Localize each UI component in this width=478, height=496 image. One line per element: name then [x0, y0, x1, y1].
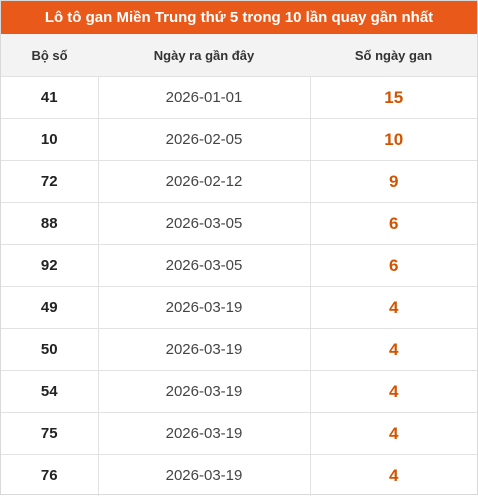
- table-row: 72 2026-02-12 9: [1, 161, 477, 203]
- table-header-row: Bộ số Ngày ra gần đây Số ngày gan: [1, 34, 477, 77]
- cell-number: 76: [1, 455, 98, 496]
- cell-days: 4: [310, 455, 477, 496]
- cell-number: 75: [1, 413, 98, 455]
- cell-days: 4: [310, 287, 477, 329]
- cell-date: 2026-03-19: [98, 371, 310, 413]
- cell-number: 41: [1, 77, 98, 119]
- table-row: 49 2026-03-19 4: [1, 287, 477, 329]
- panel-title: Lô tô gan Miền Trung thứ 5 trong 10 lần …: [1, 1, 477, 34]
- cell-number: 88: [1, 203, 98, 245]
- cell-days: 6: [310, 245, 477, 287]
- cell-date: 2026-02-05: [98, 119, 310, 161]
- cell-date: 2026-03-19: [98, 413, 310, 455]
- cell-days: 15: [310, 77, 477, 119]
- cell-days: 10: [310, 119, 477, 161]
- cell-date: 2026-01-01: [98, 77, 310, 119]
- cell-number: 49: [1, 287, 98, 329]
- lo-gan-table: Bộ số Ngày ra gần đây Số ngày gan 41 202…: [1, 34, 477, 496]
- cell-days: 9: [310, 161, 477, 203]
- cell-days: 4: [310, 413, 477, 455]
- table-row: 75 2026-03-19 4: [1, 413, 477, 455]
- cell-number: 50: [1, 329, 98, 371]
- cell-days: 6: [310, 203, 477, 245]
- table-row: 54 2026-03-19 4: [1, 371, 477, 413]
- cell-number: 54: [1, 371, 98, 413]
- cell-date: 2026-03-19: [98, 329, 310, 371]
- cell-date: 2026-03-05: [98, 245, 310, 287]
- cell-date: 2026-02-12: [98, 161, 310, 203]
- cell-days: 4: [310, 371, 477, 413]
- cell-number: 92: [1, 245, 98, 287]
- cell-date: 2026-03-05: [98, 203, 310, 245]
- cell-days: 4: [310, 329, 477, 371]
- cell-number: 72: [1, 161, 98, 203]
- table-row: 76 2026-03-19 4: [1, 455, 477, 496]
- cell-date: 2026-03-19: [98, 287, 310, 329]
- header-bo-so: Bộ số: [1, 34, 98, 77]
- header-so-ngay-gan: Số ngày gan: [310, 34, 477, 77]
- header-ngay-ra: Ngày ra gần đây: [98, 34, 310, 77]
- table-row: 41 2026-01-01 15: [1, 77, 477, 119]
- table-row: 88 2026-03-05 6: [1, 203, 477, 245]
- table-row: 10 2026-02-05 10: [1, 119, 477, 161]
- table-row: 50 2026-03-19 4: [1, 329, 477, 371]
- cell-date: 2026-03-19: [98, 455, 310, 496]
- cell-number: 10: [1, 119, 98, 161]
- table-row: 92 2026-03-05 6: [1, 245, 477, 287]
